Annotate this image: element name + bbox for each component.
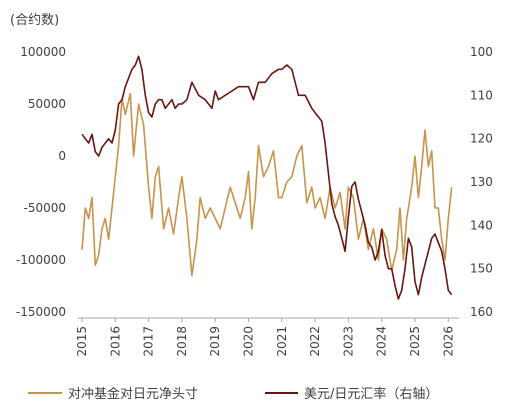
- right-axis-tick-label: 110: [470, 88, 493, 102]
- x-axis-tick-label: 2024: [375, 326, 389, 357]
- series-line-hedge-fund-position: [81, 92, 453, 277]
- x-axis-tick-label: 2017: [142, 326, 156, 357]
- left-axis-tick-label: -100000: [16, 253, 66, 267]
- x-axis-tick-label: 2026: [441, 326, 455, 357]
- left-axis-ticks: 100000 50000 0 -50000 -100000 -150000: [16, 45, 66, 319]
- legend-label-hedge-fund-position: 对冲基金对日元净头寸: [68, 386, 198, 402]
- x-axis-tick-label: 2025: [408, 326, 422, 357]
- x-axis-tick-label: 2018: [175, 326, 189, 357]
- right-axis-tick-label: 100: [470, 45, 493, 59]
- left-axis-tick-label: 100000: [20, 45, 66, 59]
- legend-label-usdjpy: 美元/日元汇率（右轴）: [304, 386, 438, 402]
- x-axis-tick-label: 2016: [108, 326, 122, 357]
- series-line-usdjpy: [81, 55, 453, 300]
- x-axis-tick-label: 2020: [242, 326, 256, 357]
- x-axis-tick-label: 2021: [275, 326, 289, 357]
- left-axis-tick-label: -150000: [16, 305, 66, 319]
- left-axis-tick-label: 50000: [28, 97, 66, 111]
- x-axis-tick-label: 2019: [208, 326, 222, 357]
- x-axis-tick-label: 2023: [341, 326, 355, 357]
- left-axis-tick-label: 0: [58, 149, 66, 163]
- series-lines: [81, 55, 453, 300]
- right-axis-tick-label: 130: [470, 175, 493, 189]
- left-axis-tick-label: -50000: [23, 201, 66, 215]
- right-axis-tick-label: 160: [470, 305, 493, 319]
- right-axis-tick-label: 120: [470, 132, 493, 146]
- x-axis-tick-label: 2015: [75, 326, 89, 357]
- legend: 对冲基金对日元净头寸 美元/日元汇率（右轴）: [28, 386, 438, 402]
- right-axis-ticks: 100 110 120 130 140 150 160: [470, 45, 493, 319]
- right-axis-tick-label: 140: [470, 218, 493, 232]
- x-axis-ticks: 2015 2016 2017 2018 2019 2020 2021 2022 2023 2024…: [75, 318, 455, 357]
- x-axis-tick-label: 2022: [308, 326, 322, 357]
- right-axis-tick-label: 150: [470, 262, 493, 276]
- y-axis-unit-label: (合约数): [10, 13, 59, 28]
